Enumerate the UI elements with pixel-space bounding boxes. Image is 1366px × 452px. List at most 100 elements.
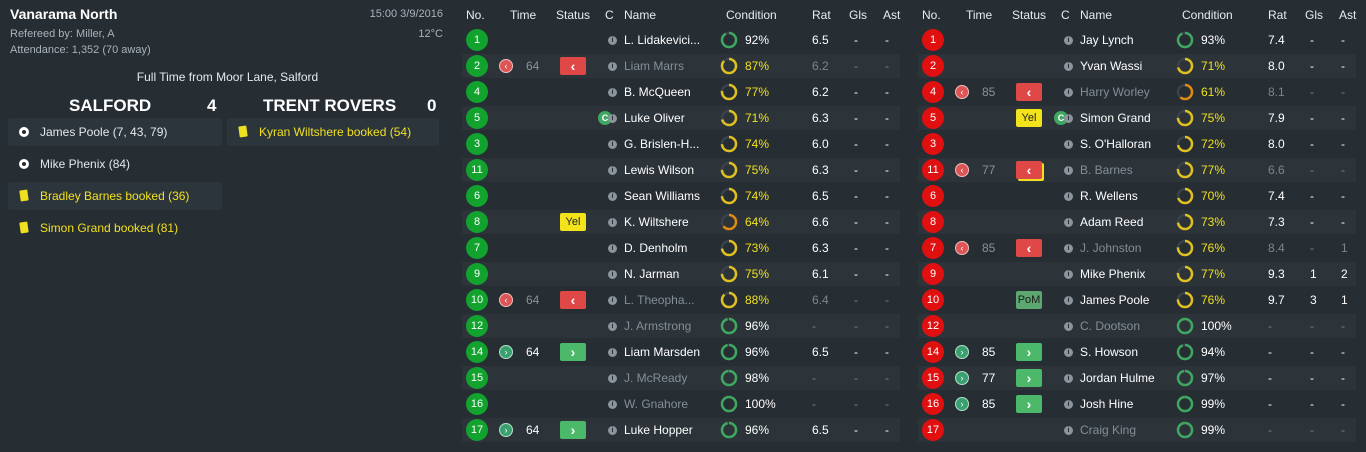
player-name[interactable]: Liam Marrs [624, 59, 685, 73]
substituted-off-badge[interactable]: ‹ [1016, 239, 1042, 257]
player-row[interactable]: 9 i N. Jarman 75% 6.1 - - [462, 262, 900, 286]
player-row[interactable]: 4 i B. McQueen 77% 6.2 - - [462, 80, 900, 104]
player-name[interactable]: James Poole [1080, 293, 1150, 307]
home-team-name[interactable]: SALFORD [69, 96, 152, 115]
info-icon[interactable]: i [608, 322, 617, 331]
column-header-no[interactable]: No. [922, 8, 941, 22]
info-icon[interactable]: i [608, 374, 617, 383]
column-header-status[interactable]: Status [1012, 8, 1047, 22]
home-event-booking[interactable]: Bradley Barnes booked (36) [8, 182, 222, 210]
yellow-card-badge[interactable]: Yel [560, 213, 586, 231]
info-icon[interactable]: i [608, 192, 617, 201]
player-name[interactable]: D. Denholm [624, 241, 688, 255]
info-icon[interactable]: i [608, 88, 617, 97]
column-header-no[interactable]: No. [466, 8, 485, 22]
player-name[interactable]: C. Dootson [1080, 319, 1141, 333]
substituted-off-badge[interactable]: ‹ [560, 57, 586, 75]
player-row[interactable]: 3 i G. Brislen-H... 74% 6.0 - - [462, 132, 900, 156]
player-row[interactable]: 1 i Jay Lynch 93% 7.4 - - [918, 28, 1356, 52]
column-header-condition[interactable]: Condition [1182, 8, 1233, 22]
info-icon[interactable]: i [608, 296, 617, 305]
competition-title[interactable]: Vanarama North [10, 6, 118, 22]
player-row[interactable]: 9 i Mike Phenix 77% 9.3 1 2 [918, 262, 1356, 286]
player-row[interactable]: 11 ‹ 77 ‹ i B. Barnes 77% 6.6 - - [918, 158, 1356, 182]
info-icon[interactable]: i [1064, 322, 1073, 331]
player-name[interactable]: Adam Reed [1080, 215, 1144, 229]
column-header-time[interactable]: Time [966, 8, 993, 22]
player-name[interactable]: Jordan Hulme [1080, 371, 1155, 385]
player-name[interactable]: L. Lidakevici... [624, 33, 701, 47]
home-event-goal[interactable]: James Poole (7, 43, 79) [8, 118, 222, 146]
substituted-off-badge[interactable]: ‹ [560, 291, 586, 309]
info-icon[interactable]: i [608, 140, 617, 149]
away-event-booking[interactable]: Kyran Wiltshere booked (54) [227, 118, 439, 146]
info-icon[interactable]: i [608, 218, 617, 227]
info-icon[interactable]: i [1064, 218, 1073, 227]
player-name[interactable]: R. Wellens [1080, 189, 1138, 203]
player-row[interactable]: 6 i Sean Williams 74% 6.5 - - [462, 184, 900, 208]
info-icon[interactable]: i [1064, 114, 1073, 123]
player-name[interactable]: N. Jarman [624, 267, 680, 281]
info-icon[interactable]: i [1064, 62, 1073, 71]
info-icon[interactable]: i [1064, 192, 1073, 201]
player-name[interactable]: Mike Phenix [1080, 267, 1146, 281]
player-name[interactable]: S. Howson [1080, 345, 1139, 359]
player-name[interactable]: Harry Worley [1080, 85, 1150, 99]
player-row[interactable]: 17 i Craig King 99% - - - [918, 418, 1356, 442]
info-icon[interactable]: i [1064, 426, 1073, 435]
player-name[interactable]: S. O'Halloran [1080, 137, 1151, 151]
column-header-gls[interactable]: Gls [1305, 8, 1323, 22]
player-row[interactable]: 14 › 85 › i S. Howson 94% - - - [918, 340, 1356, 364]
info-icon[interactable]: i [608, 244, 617, 253]
player-row[interactable]: 7 ‹ 85 ‹ i J. Johnston 76% 8.4 - 1 [918, 236, 1356, 260]
player-row[interactable]: 7 i D. Denholm 73% 6.3 - - [462, 236, 900, 260]
info-icon[interactable]: i [1064, 36, 1073, 45]
player-name[interactable]: Lewis Wilson [624, 163, 695, 177]
column-header-condition[interactable]: Condition [726, 8, 777, 22]
player-name[interactable]: J. Armstrong [624, 319, 692, 333]
player-row[interactable]: 2 ‹ 64 ‹ i Liam Marrs 87% 6.2 - - [462, 54, 900, 78]
yellow-card-badge[interactable]: Yel [1016, 109, 1042, 127]
player-name[interactable]: B. Barnes [1080, 163, 1133, 177]
player-name[interactable]: L. Theopha... [624, 293, 695, 307]
player-row[interactable]: 8 i Adam Reed 73% 7.3 - - [918, 210, 1356, 234]
info-icon[interactable]: i [608, 114, 617, 123]
substituted-off-badge[interactable]: ‹ [1016, 161, 1042, 179]
column-header-name[interactable]: Name [1080, 8, 1113, 22]
substituted-on-badge[interactable]: › [560, 343, 586, 361]
player-name[interactable]: J. Johnston [1080, 241, 1142, 255]
player-name[interactable]: Yvan Wassi [1080, 59, 1143, 73]
info-icon[interactable]: i [1064, 166, 1073, 175]
info-icon[interactable]: i [1064, 400, 1073, 409]
substituted-off-badge[interactable]: ‹ [1016, 83, 1042, 101]
player-row[interactable]: 16 i W. Gnahore 100% - - - [462, 392, 900, 416]
info-icon[interactable]: i [1064, 140, 1073, 149]
player-row[interactable]: 16 › 85 › i Josh Hine 99% - - - [918, 392, 1356, 416]
info-icon[interactable]: i [1064, 296, 1073, 305]
home-event-booking[interactable]: Simon Grand booked (81) [8, 214, 222, 242]
info-icon[interactable]: i [1064, 88, 1073, 97]
info-icon[interactable]: i [608, 36, 617, 45]
info-icon[interactable]: i [1064, 374, 1073, 383]
player-name[interactable]: G. Brislen-H... [624, 137, 700, 151]
player-name[interactable]: W. Gnahore [624, 397, 689, 411]
column-header-c[interactable]: C [1061, 8, 1070, 22]
player-row[interactable]: 8 Yel i K. Wiltshere 64% 6.6 - - [462, 210, 900, 234]
column-header-ast[interactable]: Ast [1339, 8, 1357, 22]
substituted-on-badge[interactable]: › [1016, 343, 1042, 361]
player-name[interactable]: Liam Marsden [624, 345, 701, 359]
player-row[interactable]: 15 › 77 › i Jordan Hulme 97% - - - [918, 366, 1356, 390]
player-name[interactable]: Luke Oliver [624, 111, 685, 125]
info-icon[interactable]: i [1064, 348, 1073, 357]
column-header-status[interactable]: Status [556, 8, 591, 22]
player-row[interactable]: 17 › 64 › i Luke Hopper 96% 6.5 - - [462, 418, 900, 442]
player-row[interactable]: 4 ‹ 85 ‹ i Harry Worley 61% 8.1 - - [918, 80, 1356, 104]
player-row[interactable]: 6 i R. Wellens 70% 7.4 - - [918, 184, 1356, 208]
info-icon[interactable]: i [1064, 244, 1073, 253]
column-header-rat[interactable]: Rat [1268, 8, 1287, 22]
player-name[interactable]: Sean Williams [624, 189, 701, 203]
away-team-name[interactable]: TRENT ROVERS [263, 96, 397, 115]
info-icon[interactable]: i [1064, 270, 1073, 279]
